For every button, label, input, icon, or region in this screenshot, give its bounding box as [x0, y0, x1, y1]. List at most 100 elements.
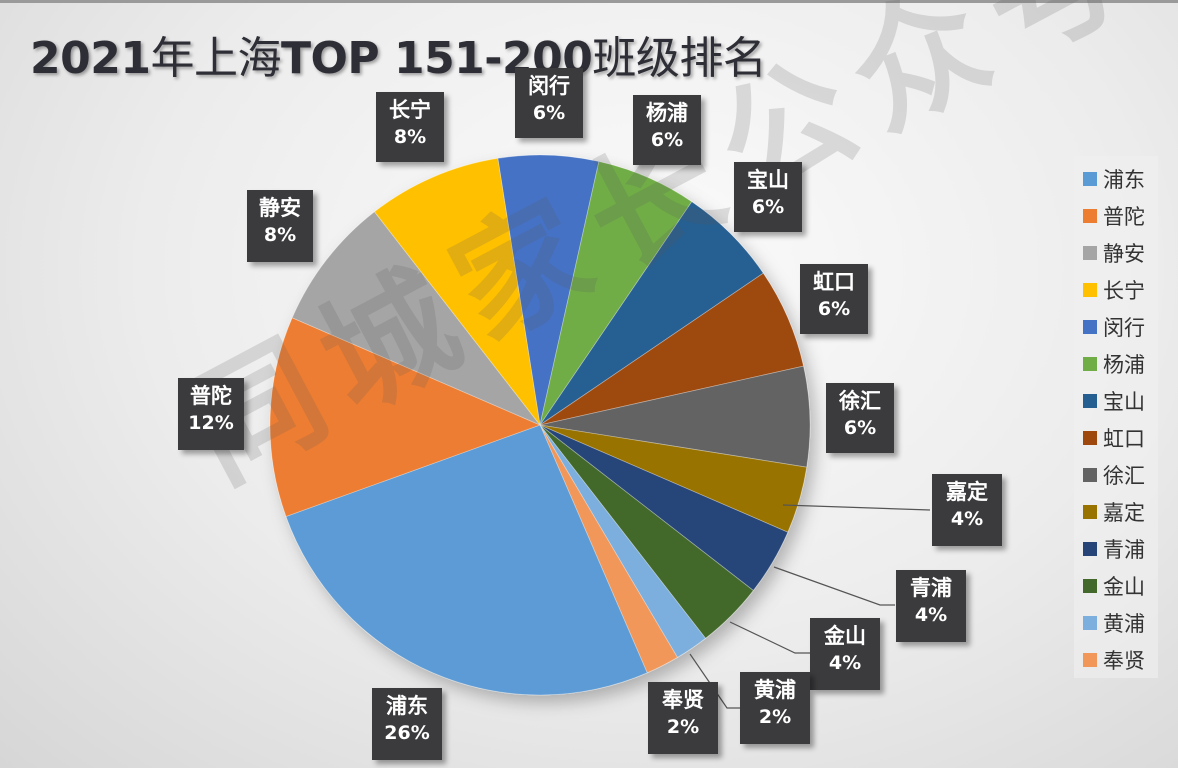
label-pct: 4%	[950, 508, 984, 530]
label-pct: 6%	[650, 129, 684, 151]
label-pct: 6%	[532, 102, 566, 124]
label-jiading: 嘉定 4%	[932, 474, 1002, 546]
title-part-1: 年上海	[150, 33, 281, 84]
pie-slice	[285, 424, 648, 696]
legend-label: 静安	[1103, 242, 1145, 266]
legend-label: 宝山	[1103, 390, 1145, 414]
label-pct: 26%	[384, 722, 430, 744]
label-name: 青浦	[910, 576, 952, 600]
leader-line-jiading	[782, 504, 931, 511]
label-putuo: 普陀 12%	[178, 378, 244, 450]
label-pct: 6%	[817, 298, 851, 320]
legend-label: 浦东	[1103, 168, 1145, 192]
label-pudong: 浦东 26%	[372, 688, 442, 760]
label-name: 奉贤	[662, 688, 704, 712]
label-pct: 12%	[188, 412, 234, 434]
legend-item: 金山	[1083, 571, 1145, 601]
legend-label: 长宁	[1103, 279, 1145, 303]
legend-label: 金山	[1103, 575, 1145, 599]
legend-swatch-icon	[1083, 283, 1097, 297]
label-name: 长宁	[389, 98, 431, 122]
legend-label: 普陀	[1103, 205, 1145, 229]
label-pct: 4%	[914, 604, 948, 626]
pie-slice	[373, 157, 541, 426]
legend-label: 黄浦	[1103, 612, 1145, 636]
label-pct: 8%	[393, 126, 427, 148]
legend-swatch-icon	[1083, 246, 1097, 260]
label-jingan: 静安 8%	[247, 190, 313, 262]
label-pct: 6%	[751, 196, 785, 218]
legend-swatch-icon	[1083, 468, 1097, 482]
label-pct: 2%	[666, 716, 700, 738]
legend-item: 青浦	[1083, 534, 1145, 564]
label-pct: 2%	[758, 706, 792, 728]
legend-item: 杨浦	[1083, 349, 1145, 379]
legend-swatch-icon	[1083, 653, 1097, 667]
legend-item: 黄浦	[1083, 608, 1145, 638]
label-name: 静安	[259, 196, 301, 220]
chart-title: 2021年上海TOP 151-200班级排名	[30, 22, 767, 86]
label-name: 闵行	[528, 74, 570, 98]
label-name: 黄浦	[754, 678, 796, 702]
legend-swatch-icon	[1083, 579, 1097, 593]
leader-lines	[689, 504, 931, 709]
legend-label: 杨浦	[1103, 353, 1145, 377]
label-qingpu: 青浦 4%	[896, 570, 966, 642]
legend-label: 嘉定	[1103, 501, 1145, 525]
label-pct: 4%	[828, 652, 862, 674]
legend-item: 浦东	[1083, 164, 1145, 194]
legend-item: 长宁	[1083, 275, 1145, 305]
legend-swatch-icon	[1083, 616, 1097, 630]
legend-item: 闵行	[1083, 312, 1145, 342]
pie-slices	[269, 154, 811, 696]
legend-item: 奉贤	[1083, 645, 1145, 675]
label-baoshan: 宝山 6%	[734, 162, 802, 232]
legend-item: 虹口	[1083, 423, 1145, 453]
leader-line-huangpu	[689, 653, 740, 709]
label-name: 宝山	[747, 168, 789, 192]
legend-swatch-icon	[1083, 431, 1097, 445]
legend-item: 嘉定	[1083, 497, 1145, 527]
legend-item: 普陀	[1083, 201, 1145, 231]
legend-label: 虹口	[1103, 427, 1145, 451]
label-minhang: 闵行 6%	[515, 68, 583, 138]
legend-item: 徐汇	[1083, 460, 1145, 490]
label-pct: 8%	[263, 224, 297, 246]
legend-label: 奉贤	[1103, 649, 1145, 673]
label-huangpu: 黄浦 2%	[740, 672, 810, 744]
top-border	[0, 0, 1178, 3]
pie-slice	[291, 211, 541, 426]
label-name: 徐汇	[839, 389, 881, 413]
label-pct: 6%	[843, 417, 877, 439]
legend-label: 闵行	[1103, 316, 1145, 340]
leader-line-jinshan	[729, 621, 810, 654]
title-part-3: 班级排名	[592, 33, 767, 84]
leader-line-qingpu	[773, 566, 895, 606]
label-name: 金山	[824, 624, 866, 648]
legend-swatch-icon	[1083, 172, 1097, 186]
legend-swatch-icon	[1083, 394, 1097, 408]
legend-item: 宝山	[1083, 386, 1145, 416]
legend-swatch-icon	[1083, 320, 1097, 334]
label-hongkou: 虹口 6%	[800, 264, 868, 334]
label-name: 浦东	[386, 694, 428, 718]
label-fengxian: 奉贤 2%	[648, 682, 718, 754]
title-year: 2021	[30, 33, 151, 84]
label-changning: 长宁 8%	[376, 92, 444, 162]
label-name: 杨浦	[646, 101, 688, 125]
label-yangpu: 杨浦 6%	[633, 95, 701, 165]
legend-label: 青浦	[1103, 538, 1145, 562]
label-jinshan: 金山 4%	[810, 618, 880, 690]
legend-swatch-icon	[1083, 542, 1097, 556]
chart-legend: 浦东 普陀 静安 长宁 闵行 杨浦 宝山 虹口 徐汇 嘉定 青浦 金山 黄浦 奉…	[1074, 156, 1158, 678]
label-xuhui: 徐汇 6%	[826, 383, 894, 453]
legend-swatch-icon	[1083, 357, 1097, 371]
label-name: 虹口	[813, 270, 855, 294]
legend-swatch-icon	[1083, 209, 1097, 223]
legend-swatch-icon	[1083, 505, 1097, 519]
label-name: 普陀	[190, 384, 232, 408]
legend-label: 徐汇	[1103, 464, 1145, 488]
pie-slice	[269, 317, 542, 518]
label-name: 嘉定	[946, 480, 988, 504]
